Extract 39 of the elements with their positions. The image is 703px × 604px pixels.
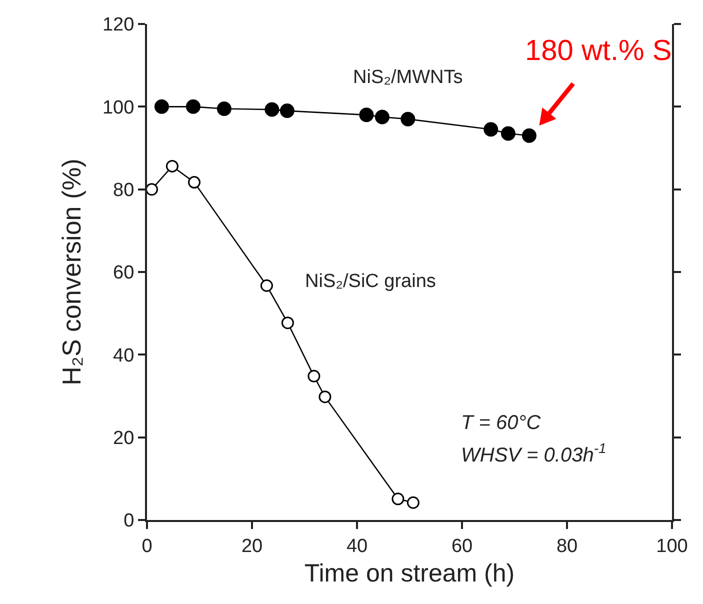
- x-tick-label: 0: [142, 536, 152, 557]
- annotation: WHSV = 0.03h$^{-1}$: [461, 440, 606, 466]
- point: [186, 99, 200, 114]
- y-axis-title: H₂S conversion (%): [56, 158, 86, 386]
- point: [281, 316, 294, 330]
- point: [484, 122, 498, 137]
- point: [188, 176, 200, 189]
- point: [260, 279, 273, 292]
- point: [392, 492, 404, 506]
- point: [318, 390, 332, 404]
- x-axis-title: Time on stream (h): [304, 559, 515, 588]
- point: [264, 102, 280, 117]
- point: [522, 128, 536, 143]
- point: [166, 160, 178, 172]
- x-tick-label: 40: [346, 536, 368, 557]
- point: [280, 104, 294, 118]
- y-tick-label: 100: [102, 97, 134, 118]
- y-tick-label: 0: [124, 510, 134, 532]
- y-tick-label: 60: [113, 262, 134, 284]
- annotation: T = 60°C: [461, 412, 542, 434]
- y-tick-label: 40: [113, 345, 134, 366]
- series-label: NiS₂/MWNTs: [353, 67, 463, 88]
- point: [216, 101, 232, 116]
- x-tick-label: 20: [241, 536, 263, 557]
- point: [406, 496, 420, 509]
- series-label: NiS₂/SiC grains: [305, 271, 436, 292]
- point: [308, 370, 320, 382]
- y-tick-label: 20: [113, 428, 134, 449]
- y-tick-label: 80: [113, 180, 134, 201]
- point: [400, 112, 416, 126]
- x-tick-label: 60: [451, 536, 473, 557]
- x-tick-label: 100: [656, 536, 688, 557]
- point: [359, 108, 374, 122]
- point: [374, 110, 390, 124]
- point: [154, 99, 169, 114]
- point: [500, 126, 516, 141]
- x-tick-label: 80: [556, 536, 578, 557]
- annotation: 180 wt.% S: [525, 35, 672, 67]
- y-tick-label: 120: [102, 14, 134, 36]
